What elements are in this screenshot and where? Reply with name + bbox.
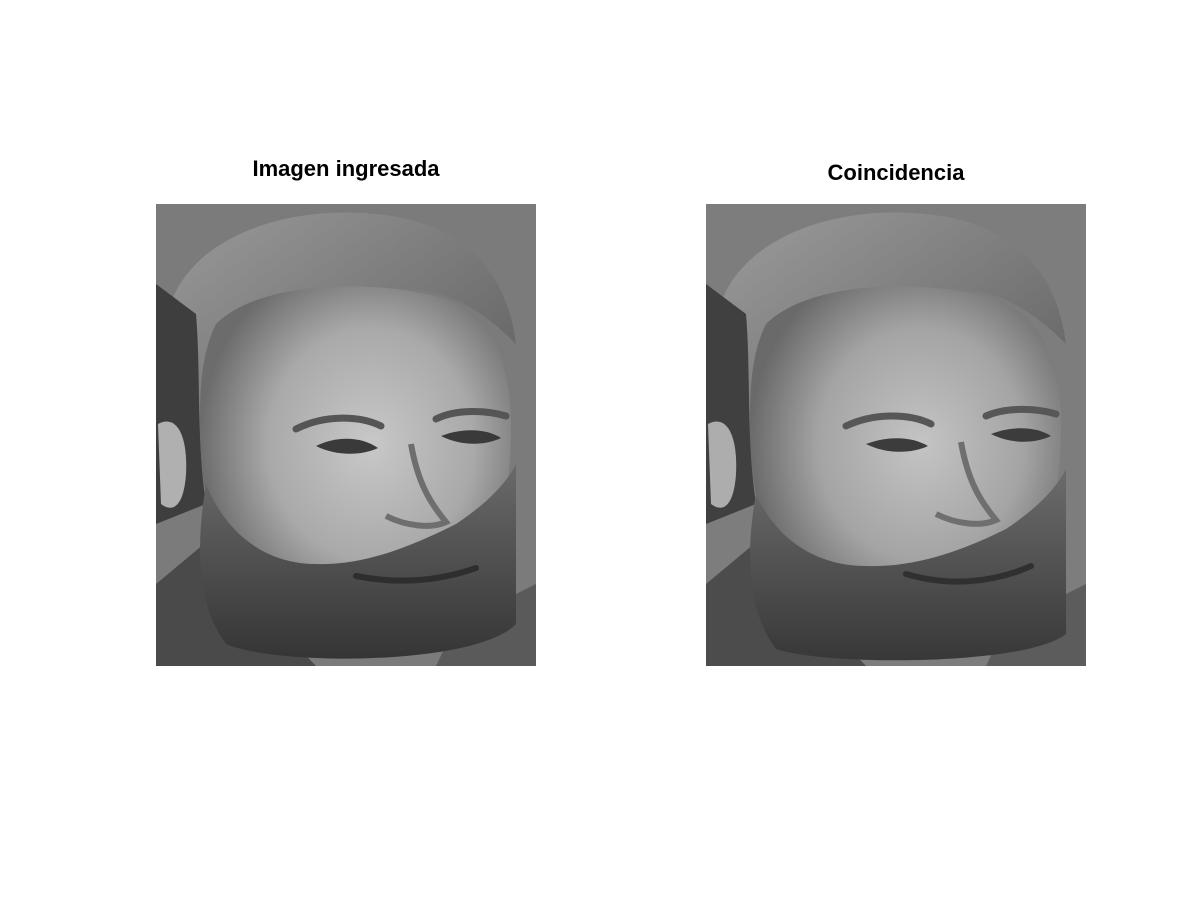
- panel-title-match: Coincidencia: [827, 160, 965, 185]
- panel-title-input: Imagen ingresada: [252, 156, 440, 181]
- match-face-photo: [706, 204, 1086, 666]
- input-face-photo: [156, 204, 536, 666]
